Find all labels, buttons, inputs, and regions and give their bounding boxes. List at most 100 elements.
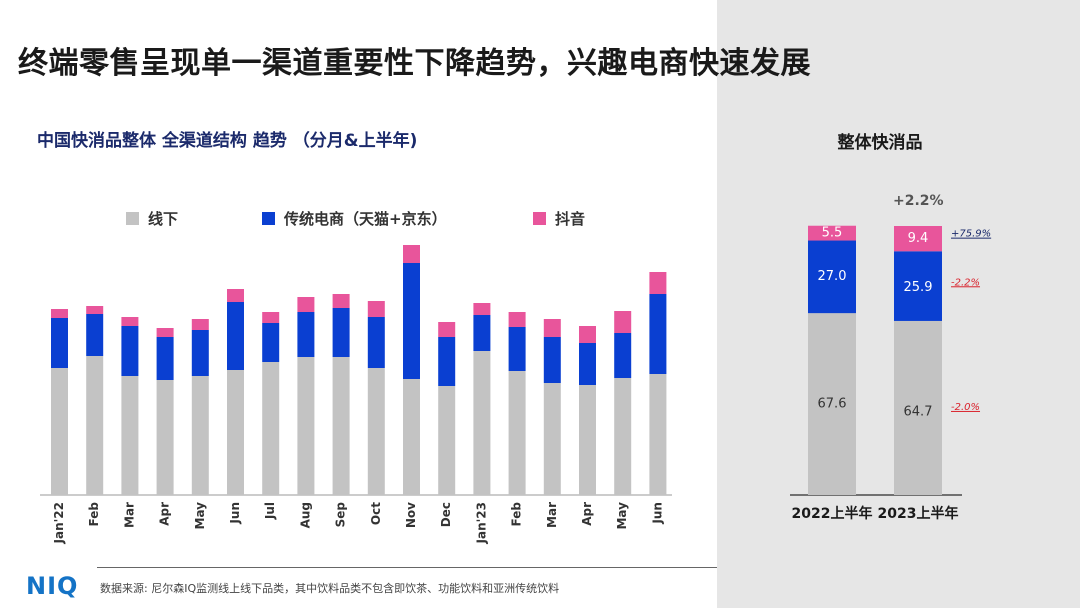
x-tick-label: Mar: [545, 502, 559, 528]
legend-offline-swatch: [126, 212, 139, 225]
half-bar-offline-1: [894, 320, 942, 495]
bar-ecommerce-6: [262, 323, 280, 362]
bar-offline-0: [51, 368, 68, 495]
legend-ecommerce-label: 传统电商（天猫+京东）: [284, 210, 447, 228]
bar-offline-12: [473, 351, 491, 495]
bar-ecommerce-4: [191, 330, 209, 376]
x-tick-label: Jan'22: [52, 502, 66, 544]
bar-offline-10: [403, 379, 420, 495]
bar-offline-9: [367, 368, 385, 495]
half-year-category-label: 2022上半年: [792, 505, 873, 522]
bar-offline-3: [156, 380, 174, 495]
total-growth-label: +2.2%: [893, 193, 944, 209]
page-title: 终端零售呈现单一渠道重要性下降趋势，兴趣电商快速发展: [18, 46, 811, 81]
x-tick-label: Mar: [122, 502, 136, 528]
half-bar-douyin-1: [894, 226, 942, 252]
bar-douyin-3: [156, 328, 174, 337]
x-tick-label: Feb: [510, 502, 524, 527]
bar-ecommerce-9: [367, 317, 385, 368]
change-label: +75.9%: [951, 229, 991, 240]
legend-douyin: 抖音: [533, 208, 585, 229]
bar-ecommerce-14: [543, 337, 561, 383]
x-tick-label: Nov: [404, 502, 418, 528]
niq-logo: NIQ: [26, 572, 79, 600]
bar-douyin-15: [579, 326, 596, 343]
bar-offline-17: [649, 374, 667, 495]
half-value-label: 27.0: [818, 269, 847, 284]
half-year-chart-title: 整体快消品: [837, 133, 923, 153]
bar-offline-4: [191, 376, 209, 495]
bar-ecommerce-1: [86, 314, 104, 356]
half-value-label: 5.5: [822, 226, 843, 241]
x-tick-label: Sep: [334, 502, 348, 528]
bar-offline-14: [543, 383, 561, 495]
bar-offline-1: [86, 356, 104, 495]
bar-douyin-7: [297, 297, 315, 312]
legend-ecommerce-swatch: [262, 212, 275, 225]
bar-douyin-14: [543, 319, 561, 337]
bar-douyin-0: [51, 309, 68, 318]
bar-ecommerce-11: [438, 337, 456, 386]
x-tick-label: Jul: [263, 502, 277, 520]
x-tick-label: May: [615, 502, 629, 530]
bar-douyin-9: [367, 301, 385, 317]
x-tick-label: Jun: [228, 502, 242, 525]
bar-douyin-1: [86, 306, 104, 314]
bar-douyin-8: [332, 294, 350, 308]
half-value-label: 67.6: [818, 397, 847, 412]
bar-ecommerce-16: [614, 333, 632, 378]
bar-ecommerce-0: [51, 318, 68, 368]
bar-douyin-2: [121, 317, 139, 326]
bar-douyin-12: [473, 303, 491, 315]
bar-douyin-11: [438, 322, 456, 337]
bar-offline-13: [508, 371, 526, 495]
x-tick-label: Oct: [369, 502, 383, 525]
bar-douyin-6: [262, 312, 280, 323]
bar-ecommerce-13: [508, 327, 526, 371]
half-year-category-label: 2023上半年: [878, 505, 959, 522]
x-tick-label: Dec: [439, 502, 453, 527]
half-bar-ecommerce-0: [808, 240, 856, 314]
bar-douyin-10: [403, 245, 420, 263]
half-bar-offline-0: [808, 313, 856, 495]
bar-douyin-5: [227, 289, 244, 302]
bar-offline-16: [614, 378, 632, 495]
footer-divider: [97, 567, 717, 568]
x-tick-label: Feb: [87, 502, 101, 527]
bar-offline-7: [297, 357, 315, 495]
half-value-label: 64.7: [904, 404, 933, 419]
monthly-chart-title: 中国快消品整体 全渠道结构 趋势 （分月&上半年): [37, 131, 418, 151]
bar-douyin-4: [191, 319, 209, 330]
bar-douyin-13: [508, 312, 526, 327]
x-tick-label: Apr: [158, 502, 172, 526]
bar-ecommerce-8: [332, 308, 350, 357]
bar-offline-15: [579, 385, 596, 495]
bar-offline-2: [121, 376, 139, 495]
bar-douyin-16: [614, 311, 632, 333]
source-note: 数据来源: 尼尔森IQ监测线上线下品类，其中饮料品类不包含即饮茶、功能饮料和亚洲…: [100, 582, 560, 595]
bar-offline-11: [438, 386, 456, 495]
legend-offline-label: 线下: [148, 210, 179, 228]
half-bar-ecommerce-1: [894, 251, 942, 321]
bar-ecommerce-15: [579, 343, 596, 385]
half-value-label: 9.4: [908, 231, 929, 246]
half-value-label: 25.9: [904, 280, 933, 295]
change-label: -2.0%: [951, 402, 980, 413]
legend-douyin-swatch: [533, 212, 546, 225]
bar-ecommerce-7: [297, 312, 315, 357]
bar-ecommerce-2: [121, 326, 139, 376]
bar-ecommerce-3: [156, 337, 174, 380]
bar-offline-6: [262, 362, 280, 495]
bar-douyin-17: [649, 272, 667, 294]
bar-ecommerce-17: [649, 294, 667, 374]
bar-offline-8: [332, 357, 350, 495]
x-tick-label: Jan'23: [474, 502, 488, 544]
change-label: -2.2%: [951, 277, 980, 288]
x-tick-label: May: [193, 502, 207, 530]
bar-ecommerce-10: [403, 263, 420, 379]
legend-offline: 线下: [126, 208, 178, 229]
bar-ecommerce-5: [227, 302, 244, 370]
x-tick-label: Aug: [298, 502, 312, 528]
half-bar-douyin-0: [808, 225, 856, 241]
bar-ecommerce-12: [473, 315, 491, 351]
